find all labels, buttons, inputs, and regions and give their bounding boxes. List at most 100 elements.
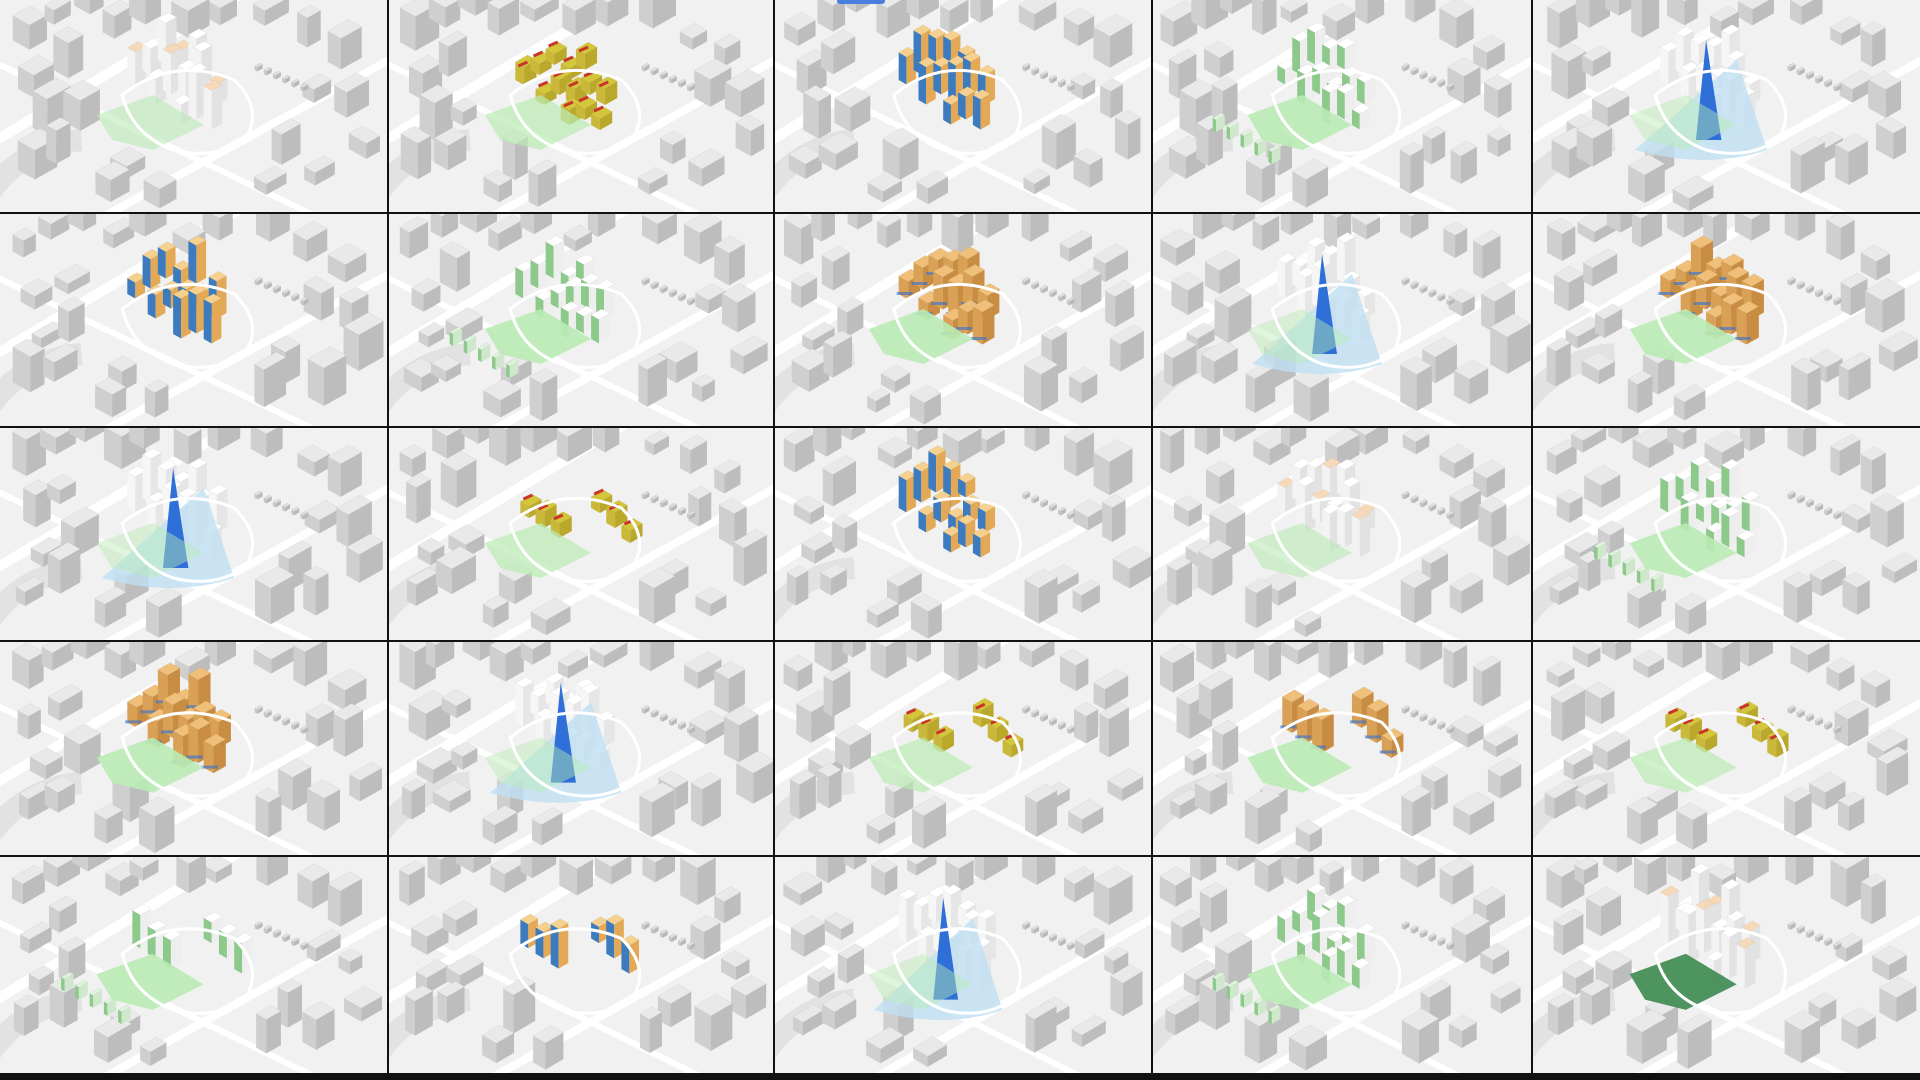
context-building: [327, 668, 367, 711]
panel-2-5: [1533, 214, 1920, 426]
context-building: [831, 513, 858, 554]
site-building: [1736, 937, 1756, 989]
context-building: [489, 642, 525, 682]
context-building: [1173, 495, 1203, 527]
site-building: [1351, 508, 1371, 558]
context-building: [659, 130, 687, 165]
context-building: [1871, 945, 1908, 981]
context-building: [173, 428, 203, 465]
context-building: [1294, 610, 1322, 638]
green-strip: [117, 1004, 132, 1025]
context-building: [783, 214, 814, 265]
context-building: [1808, 771, 1846, 810]
context-building: [1472, 230, 1501, 279]
context-building: [668, 933, 678, 943]
isometric-city-view: [389, 214, 773, 426]
context-building: [1293, 367, 1330, 422]
green-strip: [1240, 988, 1254, 1008]
context-building: [1402, 428, 1430, 455]
site-building: [203, 79, 223, 130]
context-building: [139, 1036, 167, 1067]
context-building: [837, 943, 865, 984]
context-city: [1533, 0, 1920, 212]
context-building: [1319, 860, 1345, 897]
site-massing: [1658, 235, 1765, 345]
context-building: [790, 271, 818, 308]
context-building: [1024, 428, 1050, 452]
context-building: [531, 807, 564, 846]
context-building: [691, 373, 716, 403]
isometric-city-view: [1153, 428, 1531, 640]
context-building: [1832, 941, 1842, 951]
context-building: [1428, 288, 1437, 298]
context-building: [1063, 428, 1095, 477]
park-green: [1247, 737, 1352, 793]
context-building: [487, 214, 523, 252]
context-building: [410, 915, 449, 955]
context-building: [1039, 498, 1049, 508]
context-building: [327, 242, 367, 283]
context-building: [1787, 490, 1797, 500]
context-building: [1445, 725, 1455, 734]
context-building: [1039, 284, 1049, 294]
context-building: [1401, 920, 1410, 930]
context-building: [650, 280, 660, 290]
context-building: [1428, 74, 1437, 84]
site-building: [620, 518, 644, 543]
isometric-city-view: [0, 0, 387, 212]
context-building: [419, 84, 454, 141]
context-building: [263, 924, 273, 934]
context-building: [1860, 244, 1891, 281]
context-building: [1840, 272, 1868, 316]
context-building: [52, 26, 84, 79]
context-building: [529, 367, 558, 422]
site-building: [977, 64, 996, 105]
green-strip: [1212, 112, 1226, 132]
site-building: [977, 501, 996, 533]
context-building: [723, 705, 759, 763]
context-building: [1453, 359, 1489, 405]
context-building: [1834, 699, 1869, 747]
context-city: [1153, 214, 1531, 426]
site-outline: [508, 711, 642, 798]
isometric-city-view: [1533, 428, 1920, 640]
context-building: [638, 782, 676, 838]
context-building: [1073, 701, 1099, 744]
context-building: [1796, 494, 1806, 504]
context-building: [1401, 276, 1410, 286]
context-building: [1066, 510, 1076, 520]
site-building: [142, 448, 162, 503]
context-building: [823, 665, 851, 717]
context-building: [1059, 648, 1089, 692]
site-massing: [1212, 21, 1376, 164]
context-building: [1809, 559, 1847, 597]
context-building: [1449, 572, 1484, 614]
context-building: [1199, 881, 1228, 933]
context-building: [1170, 908, 1204, 953]
context-building: [694, 993, 733, 1051]
context-building: [459, 214, 497, 233]
context-building: [686, 296, 696, 306]
site-building: [590, 106, 613, 130]
context-building: [42, 857, 81, 888]
context-building: [93, 803, 124, 844]
green-strip: [103, 996, 117, 1016]
context-building: [943, 642, 978, 681]
context-building: [1582, 248, 1618, 287]
context-building: [1291, 158, 1329, 208]
context-building: [107, 355, 138, 392]
context-building: [912, 1036, 948, 1067]
context-building: [1023, 354, 1059, 412]
green-strip: [1267, 1004, 1282, 1025]
context-building: [1057, 292, 1067, 302]
context-building: [1443, 642, 1468, 689]
isometric-city-view: [1153, 214, 1531, 426]
isometric-city-view: [0, 857, 387, 1073]
panel-3-5: [1533, 428, 1920, 640]
context-building: [1667, 214, 1704, 238]
context-building: [1196, 642, 1227, 670]
context-building: [271, 118, 301, 165]
context-building: [1595, 949, 1633, 990]
context-building: [1400, 570, 1432, 624]
context-building: [41, 642, 74, 671]
